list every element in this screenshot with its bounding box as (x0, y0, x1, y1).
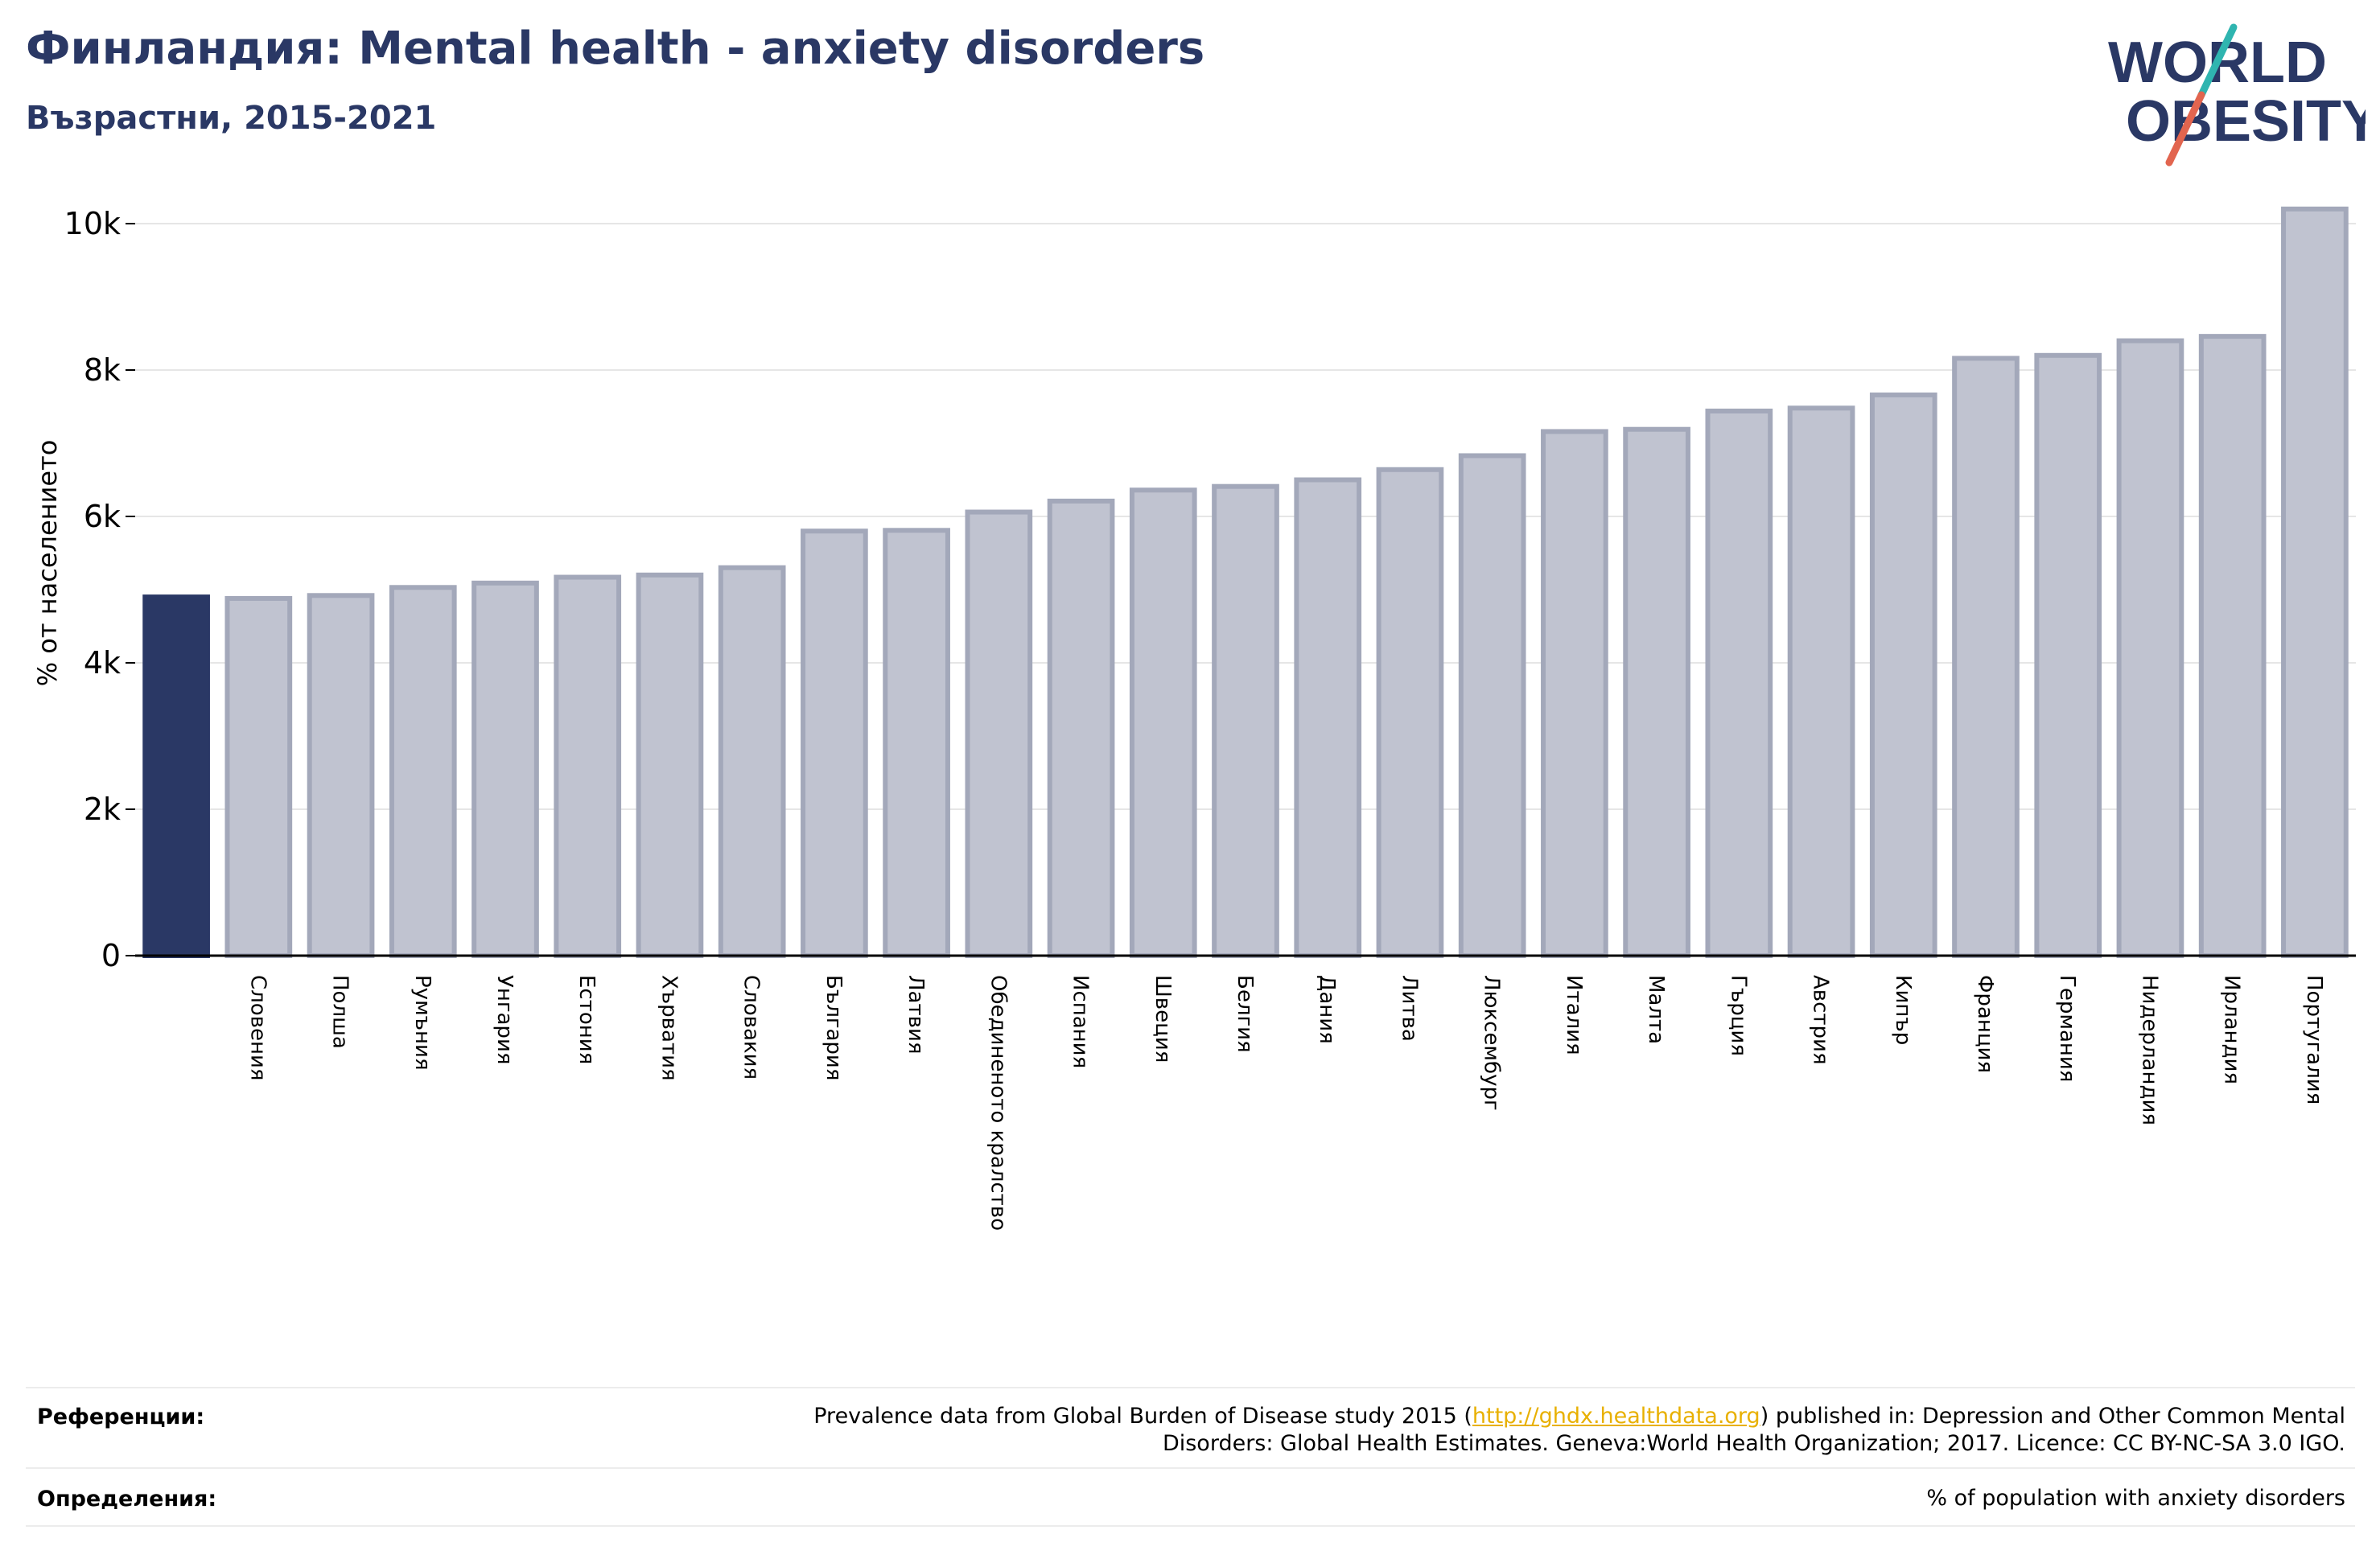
x-tick-label: Франция (1973, 975, 1997, 1073)
y-tick-label: 4k (84, 645, 121, 681)
bar (1952, 356, 2020, 958)
page-subtitle: Възрастни, 2015-2021 (26, 100, 437, 137)
bar (389, 585, 457, 959)
bar (801, 529, 868, 958)
bar (554, 574, 622, 959)
x-tick-label: Унгария (492, 975, 517, 1064)
bar (1787, 405, 1855, 958)
references-link[interactable]: http://ghdx.healthdata.org (1472, 1404, 1760, 1429)
y-tick-label: 8k (84, 352, 121, 388)
x-tick-label: Литва (1397, 975, 1421, 1042)
x-tick-label: Полша (328, 975, 352, 1049)
logo-slash-teal (2197, 23, 2238, 99)
references-text-post: ) published in: Depression and Other Com… (1760, 1404, 2345, 1429)
bar (2198, 334, 2267, 958)
x-tick-label: Португалия (2302, 975, 2326, 1104)
bar (2281, 206, 2349, 958)
x-tick-label: Швеция (1151, 975, 1175, 1063)
references-text-pre: Prevalence data from Global Burden of Di… (813, 1404, 1472, 1429)
bar (1294, 477, 1362, 958)
y-tick-label: 0 (101, 938, 121, 973)
bar (2116, 338, 2184, 959)
bar (471, 580, 539, 958)
bar (224, 595, 293, 958)
bar (1623, 426, 1690, 958)
x-tick-label: Латвия (904, 975, 928, 1055)
bars (142, 206, 2349, 959)
bar (1047, 498, 1115, 958)
bar (1212, 483, 1279, 958)
bar (1705, 408, 1773, 958)
x-tick-label: Люксембург (1480, 975, 1504, 1111)
x-tick-label: Дания (1315, 975, 1339, 1044)
bar (636, 572, 704, 958)
definitions-text: % of population with anxiety disorders (1926, 1486, 2345, 1511)
x-tick-label: Малта (1644, 975, 1668, 1044)
bar (718, 565, 786, 958)
x-tick-label: Нидерландия (2137, 975, 2161, 1125)
footer-divider-mid (26, 1467, 2355, 1469)
x-tick-label: Австрия (1809, 975, 1833, 1065)
page-title: Финландия: Mental health - anxiety disor… (26, 23, 1205, 75)
x-tick-label: Кипър (1891, 975, 1915, 1045)
x-tick-label: Испания (1069, 975, 1093, 1068)
bar (1129, 487, 1197, 958)
x-tick-label: Обединеното кралство (986, 975, 1010, 1231)
bar (1541, 429, 1608, 958)
footer-divider-top (26, 1387, 2355, 1388)
x-tick-label: Румъния (410, 975, 434, 1071)
bar (965, 509, 1033, 958)
x-tick-label: Ирландия (2220, 975, 2244, 1084)
labels: 0 2k 4k 6k 8k 10k Словения Полша Румъния Унгария Е… (64, 206, 2326, 1231)
y-tick-label: 10k (64, 206, 121, 241)
y-tick-label: 6k (84, 499, 121, 534)
logo-line2: OBESITY (2126, 89, 2366, 154)
bar (1376, 467, 1444, 958)
x-tick-label: Германия (2055, 975, 2079, 1082)
x-tick-label: Словакия (739, 975, 764, 1080)
references-text: Prevalence data from Global Burden of Di… (813, 1403, 2345, 1458)
logo-slash-coral (2165, 91, 2205, 167)
axes (126, 223, 2356, 957)
bar (1869, 392, 1937, 958)
y-tick-label: 2k (84, 792, 121, 827)
bar (142, 594, 210, 958)
y-axis-label: % от населението (32, 440, 63, 687)
bar-chart: 0 2k 4k 6k 8k 10k Словения Полша Румъния Унгария Е… (32, 206, 2356, 1231)
definitions-label: Определения: (37, 1487, 217, 1511)
bar (883, 528, 950, 958)
bar (2034, 352, 2102, 958)
x-tick-label: Хърватия (657, 975, 681, 1081)
x-tick-label: Естония (574, 975, 599, 1064)
x-tick-label: Словения (245, 975, 270, 1081)
x-tick-label: България (821, 975, 846, 1080)
x-tick-label: Белгия (1233, 975, 1257, 1053)
footer-divider-bottom (26, 1525, 2355, 1527)
world-obesity-logo: WORLD OBESITY (2108, 23, 2366, 167)
references-text-line2: Disorders: Global Health Estimates. Gene… (1162, 1431, 2345, 1456)
references-label: Референции: (37, 1405, 205, 1429)
x-tick-label: Италия (1562, 975, 1586, 1055)
bar (307, 593, 375, 959)
x-tick-label: Гърция (1726, 975, 1750, 1056)
bar (1458, 453, 1526, 958)
